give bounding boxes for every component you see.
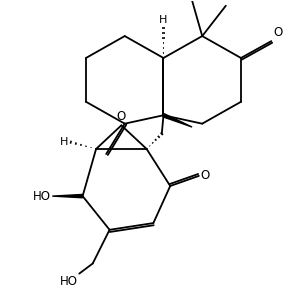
- Text: H: H: [159, 15, 168, 25]
- Text: O: O: [200, 169, 210, 182]
- Text: O: O: [273, 26, 282, 39]
- Text: HO: HO: [33, 190, 51, 203]
- Text: O: O: [117, 110, 126, 123]
- Text: HO: HO: [60, 275, 78, 288]
- Polygon shape: [52, 194, 82, 198]
- Text: H: H: [60, 137, 68, 147]
- Polygon shape: [163, 114, 192, 127]
